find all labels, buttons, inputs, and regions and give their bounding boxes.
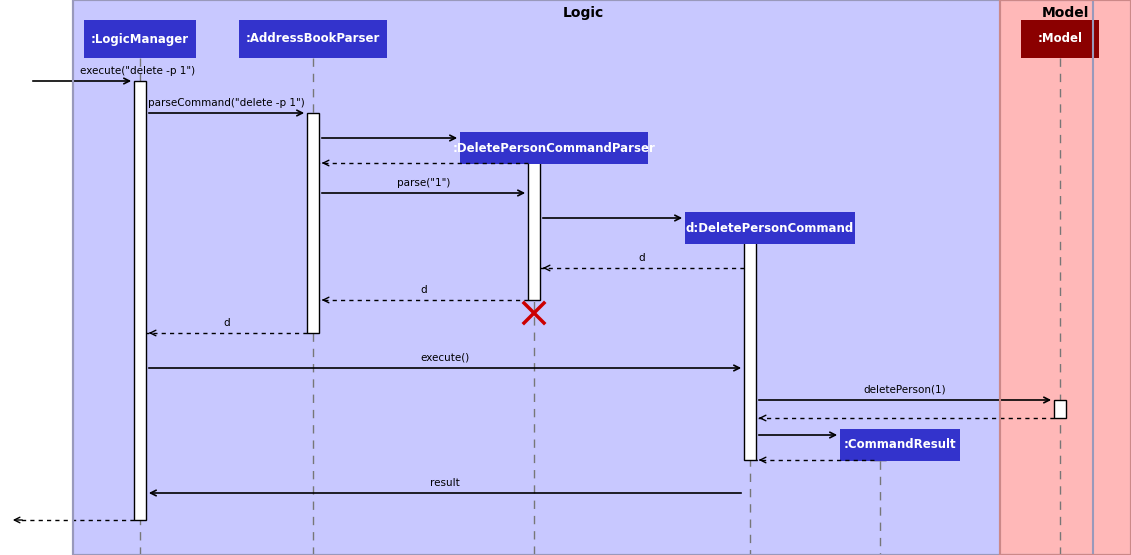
- Text: :DeletePersonCommandParser: :DeletePersonCommandParser: [452, 142, 656, 154]
- Text: execute(): execute(): [421, 353, 469, 363]
- Text: d:DeletePersonCommand: d:DeletePersonCommand: [685, 221, 854, 235]
- Text: result: result: [430, 478, 460, 488]
- Bar: [744, 218, 756, 460]
- Text: d: d: [223, 318, 230, 328]
- Bar: [840, 429, 960, 461]
- Bar: [1000, 0, 1131, 555]
- Bar: [874, 435, 886, 460]
- Text: deletePerson(1): deletePerson(1): [864, 385, 947, 395]
- Bar: [460, 132, 648, 164]
- Bar: [1000, 0, 1131, 555]
- Text: Logic: Logic: [562, 6, 604, 20]
- Bar: [133, 81, 146, 520]
- Text: :Model: :Model: [1037, 33, 1082, 46]
- Text: parseCommand("delete -p 1"): parseCommand("delete -p 1"): [148, 98, 305, 108]
- Text: parse("1"): parse("1"): [397, 178, 450, 188]
- Text: :AddressBookParser: :AddressBookParser: [245, 33, 380, 46]
- Bar: [239, 20, 387, 58]
- Bar: [685, 212, 855, 244]
- Bar: [1054, 400, 1067, 418]
- Text: d: d: [639, 253, 646, 263]
- Text: execute("delete -p 1"): execute("delete -p 1"): [80, 66, 196, 76]
- Bar: [528, 138, 539, 300]
- Bar: [1021, 20, 1099, 58]
- Bar: [84, 20, 196, 58]
- Text: d: d: [421, 285, 426, 295]
- Text: :LogicManager: :LogicManager: [90, 33, 189, 46]
- Bar: [307, 113, 319, 333]
- Text: Model: Model: [1042, 6, 1089, 20]
- Text: :CommandResult: :CommandResult: [844, 438, 957, 452]
